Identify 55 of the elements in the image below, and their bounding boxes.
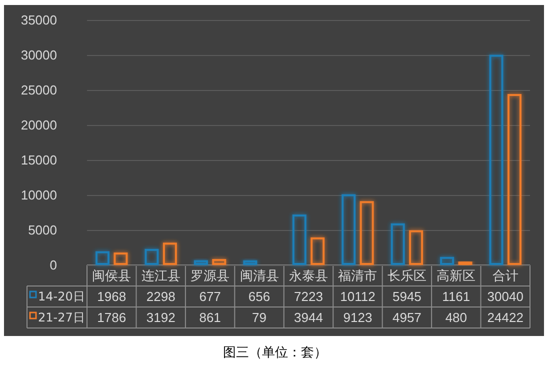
data-label: 1161	[442, 289, 470, 304]
data-label: 7223	[294, 289, 323, 304]
bar	[144, 248, 159, 265]
bar	[114, 252, 128, 265]
bar	[243, 260, 258, 265]
data-label: 79	[252, 310, 267, 325]
x-tick-label: 闽清县	[240, 269, 279, 284]
x-tick-label: 合计	[492, 269, 518, 284]
bar	[194, 260, 208, 265]
data-label: 3944	[294, 310, 323, 325]
bar	[440, 256, 454, 265]
x-tick-label: 闽侯县	[92, 269, 132, 284]
y-tick-label: 5000	[28, 222, 57, 238]
y-tick-label: 20000	[20, 118, 57, 132]
data-label: 677	[199, 289, 221, 304]
y-tick-label: 15000	[20, 152, 57, 168]
y-tick-label: 10000	[20, 188, 57, 202]
data-label: 24422	[487, 310, 524, 325]
data-label: 4957	[392, 310, 422, 325]
bar	[458, 262, 472, 265]
data-label: 1968	[97, 289, 126, 304]
bar	[292, 214, 306, 265]
x-tick-label: 福清市	[338, 269, 378, 284]
data-label: 30040	[487, 289, 524, 304]
data-label: 5945	[392, 289, 422, 304]
bar	[212, 258, 226, 265]
data-label: 9123	[343, 310, 372, 325]
x-tick-label: 罗源县	[190, 269, 230, 284]
bar	[507, 94, 522, 265]
bar	[409, 230, 424, 265]
x-tick-label: 连江县	[141, 269, 180, 284]
bar	[342, 194, 356, 265]
data-label: 3192	[146, 310, 176, 325]
data-label: 861	[199, 310, 221, 325]
data-label: 480	[445, 310, 468, 325]
data-label: 2298	[146, 289, 176, 304]
bar	[96, 251, 110, 265]
data-label: 656	[248, 289, 270, 304]
bar	[489, 54, 504, 265]
y-tick-label: 25000	[20, 82, 57, 98]
x-tick-label: 永泰县	[289, 268, 328, 284]
bar	[162, 242, 177, 265]
y-tick-label: 35000	[20, 12, 57, 28]
text: 图三（单位：套）	[223, 346, 327, 360]
y-tick-label: 30000	[20, 48, 57, 62]
bar	[390, 223, 405, 265]
x-tick-label: 长乐区	[387, 269, 426, 284]
bar	[310, 237, 325, 265]
bar	[360, 201, 374, 265]
x-tick-label: 高新区	[436, 268, 476, 284]
data-label: 10112	[340, 289, 376, 304]
legend-label: 21-27日	[38, 310, 85, 324]
legend-label: 14-20日	[38, 290, 85, 304]
y-tick-label: 0	[50, 258, 57, 272]
data-label: 1786	[97, 310, 126, 325]
